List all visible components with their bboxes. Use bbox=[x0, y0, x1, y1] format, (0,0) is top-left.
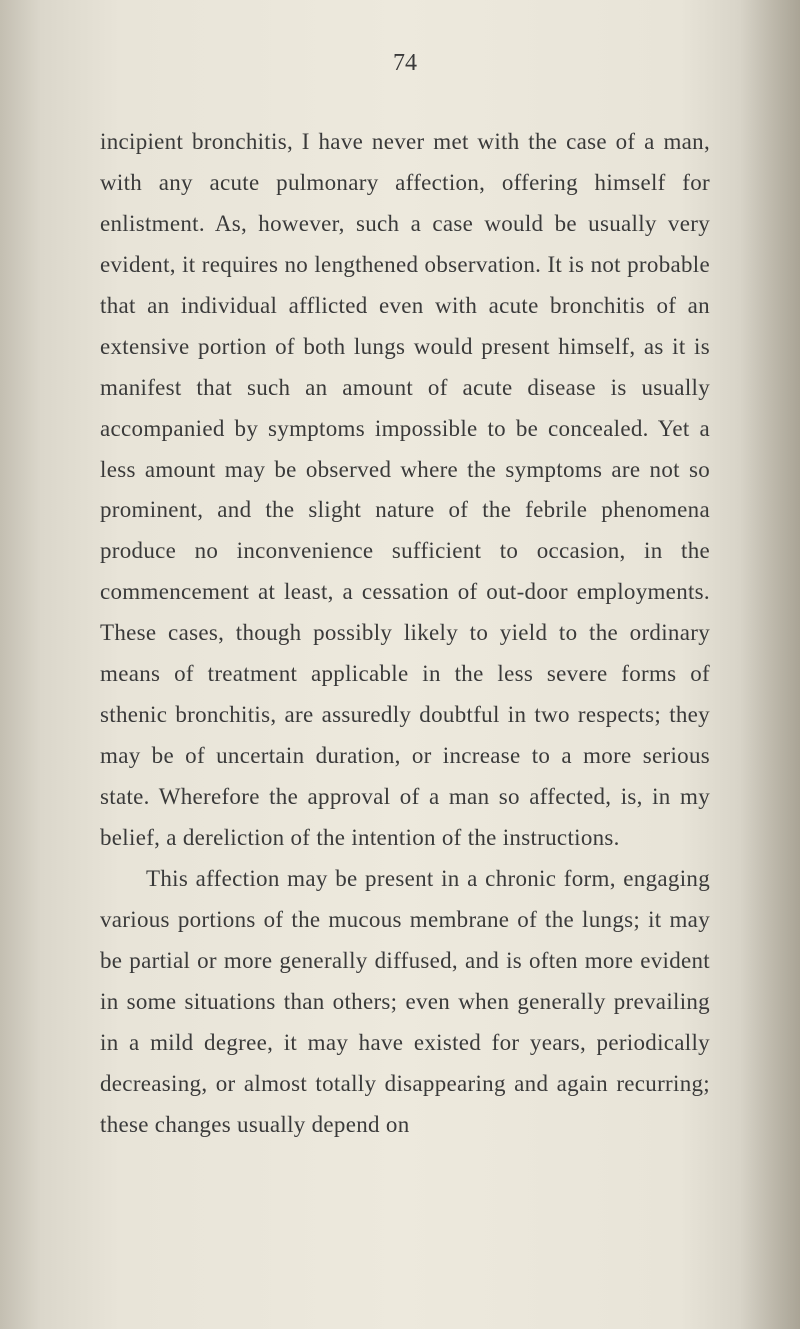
paragraph-1: incipient bronchitis, I have never met w… bbox=[100, 122, 710, 859]
page-container: 74 incipient bronchitis, I have never me… bbox=[0, 0, 800, 1195]
paragraph-2: This affection may be present in a chron… bbox=[100, 859, 710, 1146]
page-number: 74 bbox=[100, 50, 710, 77]
body-text: incipient bronchitis, I have never met w… bbox=[100, 122, 710, 1145]
